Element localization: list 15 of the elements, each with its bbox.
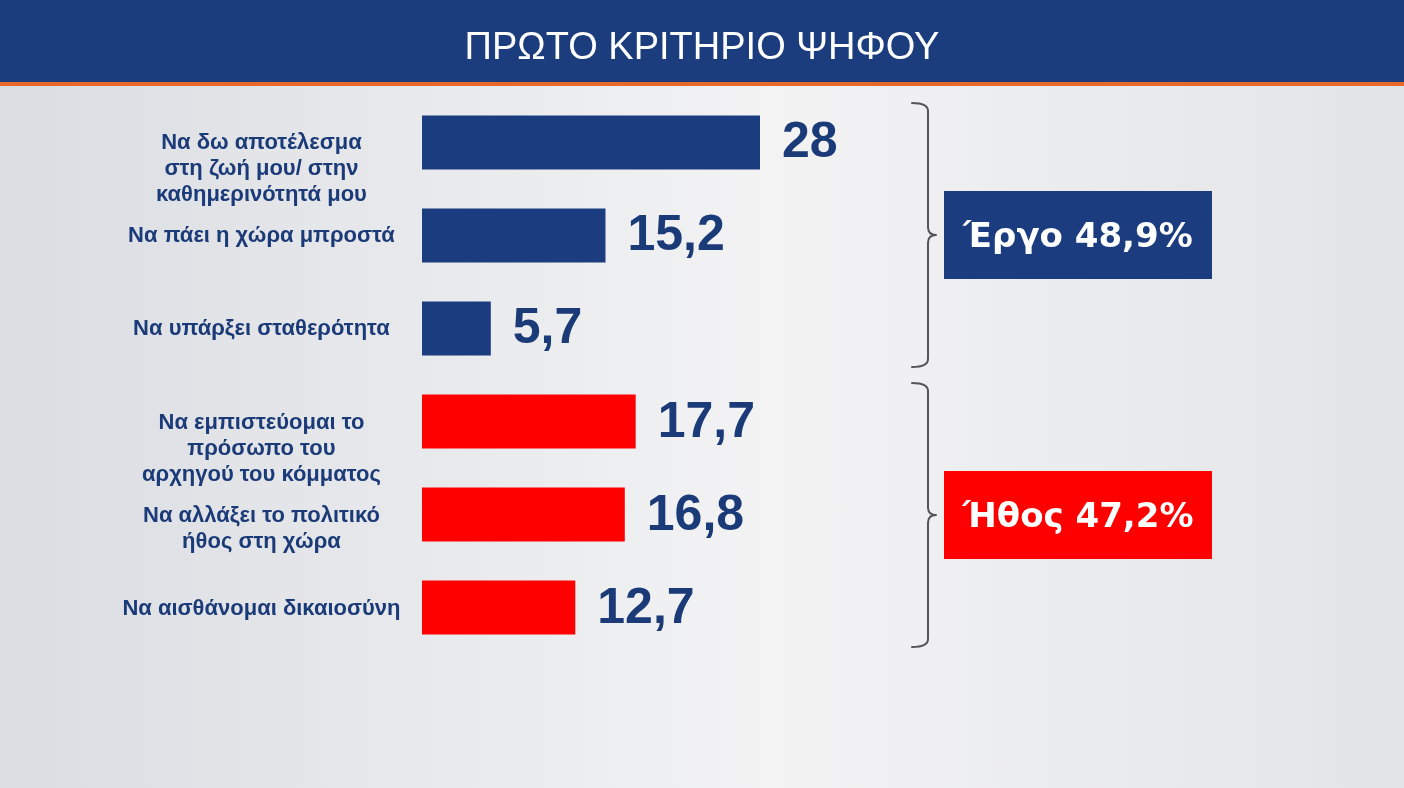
data-label: 12,7 [597, 577, 695, 634]
y-tick-label: Να υπάρξει σταθερότητα [133, 315, 391, 341]
data-label: 16,8 [646, 484, 745, 541]
data-label: 28 [782, 112, 838, 169]
y-tick-label: Να δω αποτέλεσμα στη ζωή μου/ στην καθημερινότητά μου [156, 129, 367, 207]
label-box: Έργο 48,9% [944, 191, 1212, 280]
y-tick-label: Να αισθάνομαι δικαιοσύνη [122, 594, 401, 620]
data-label: 17,7 [657, 391, 755, 448]
y-tick-label: Να εμπιστεύομαι το πρόσωπο του αρχηγού του κόμματος [141, 408, 381, 486]
data-label: 15,2 [627, 205, 725, 262]
chart-title: ΠΡΩΤΟ ΚΡΙΤΗΡΙΟ ΨΗΦΟΥ [464, 24, 940, 68]
y-tick-label: Να πάει η χώρα μπροστά [128, 222, 396, 248]
data-label: 5,7 [512, 298, 583, 355]
label-box: Ήθος 47,2% [944, 470, 1212, 559]
y-tick-label: Να αλλάξει το πολιτικό ήθος στη χώρα [142, 501, 380, 553]
